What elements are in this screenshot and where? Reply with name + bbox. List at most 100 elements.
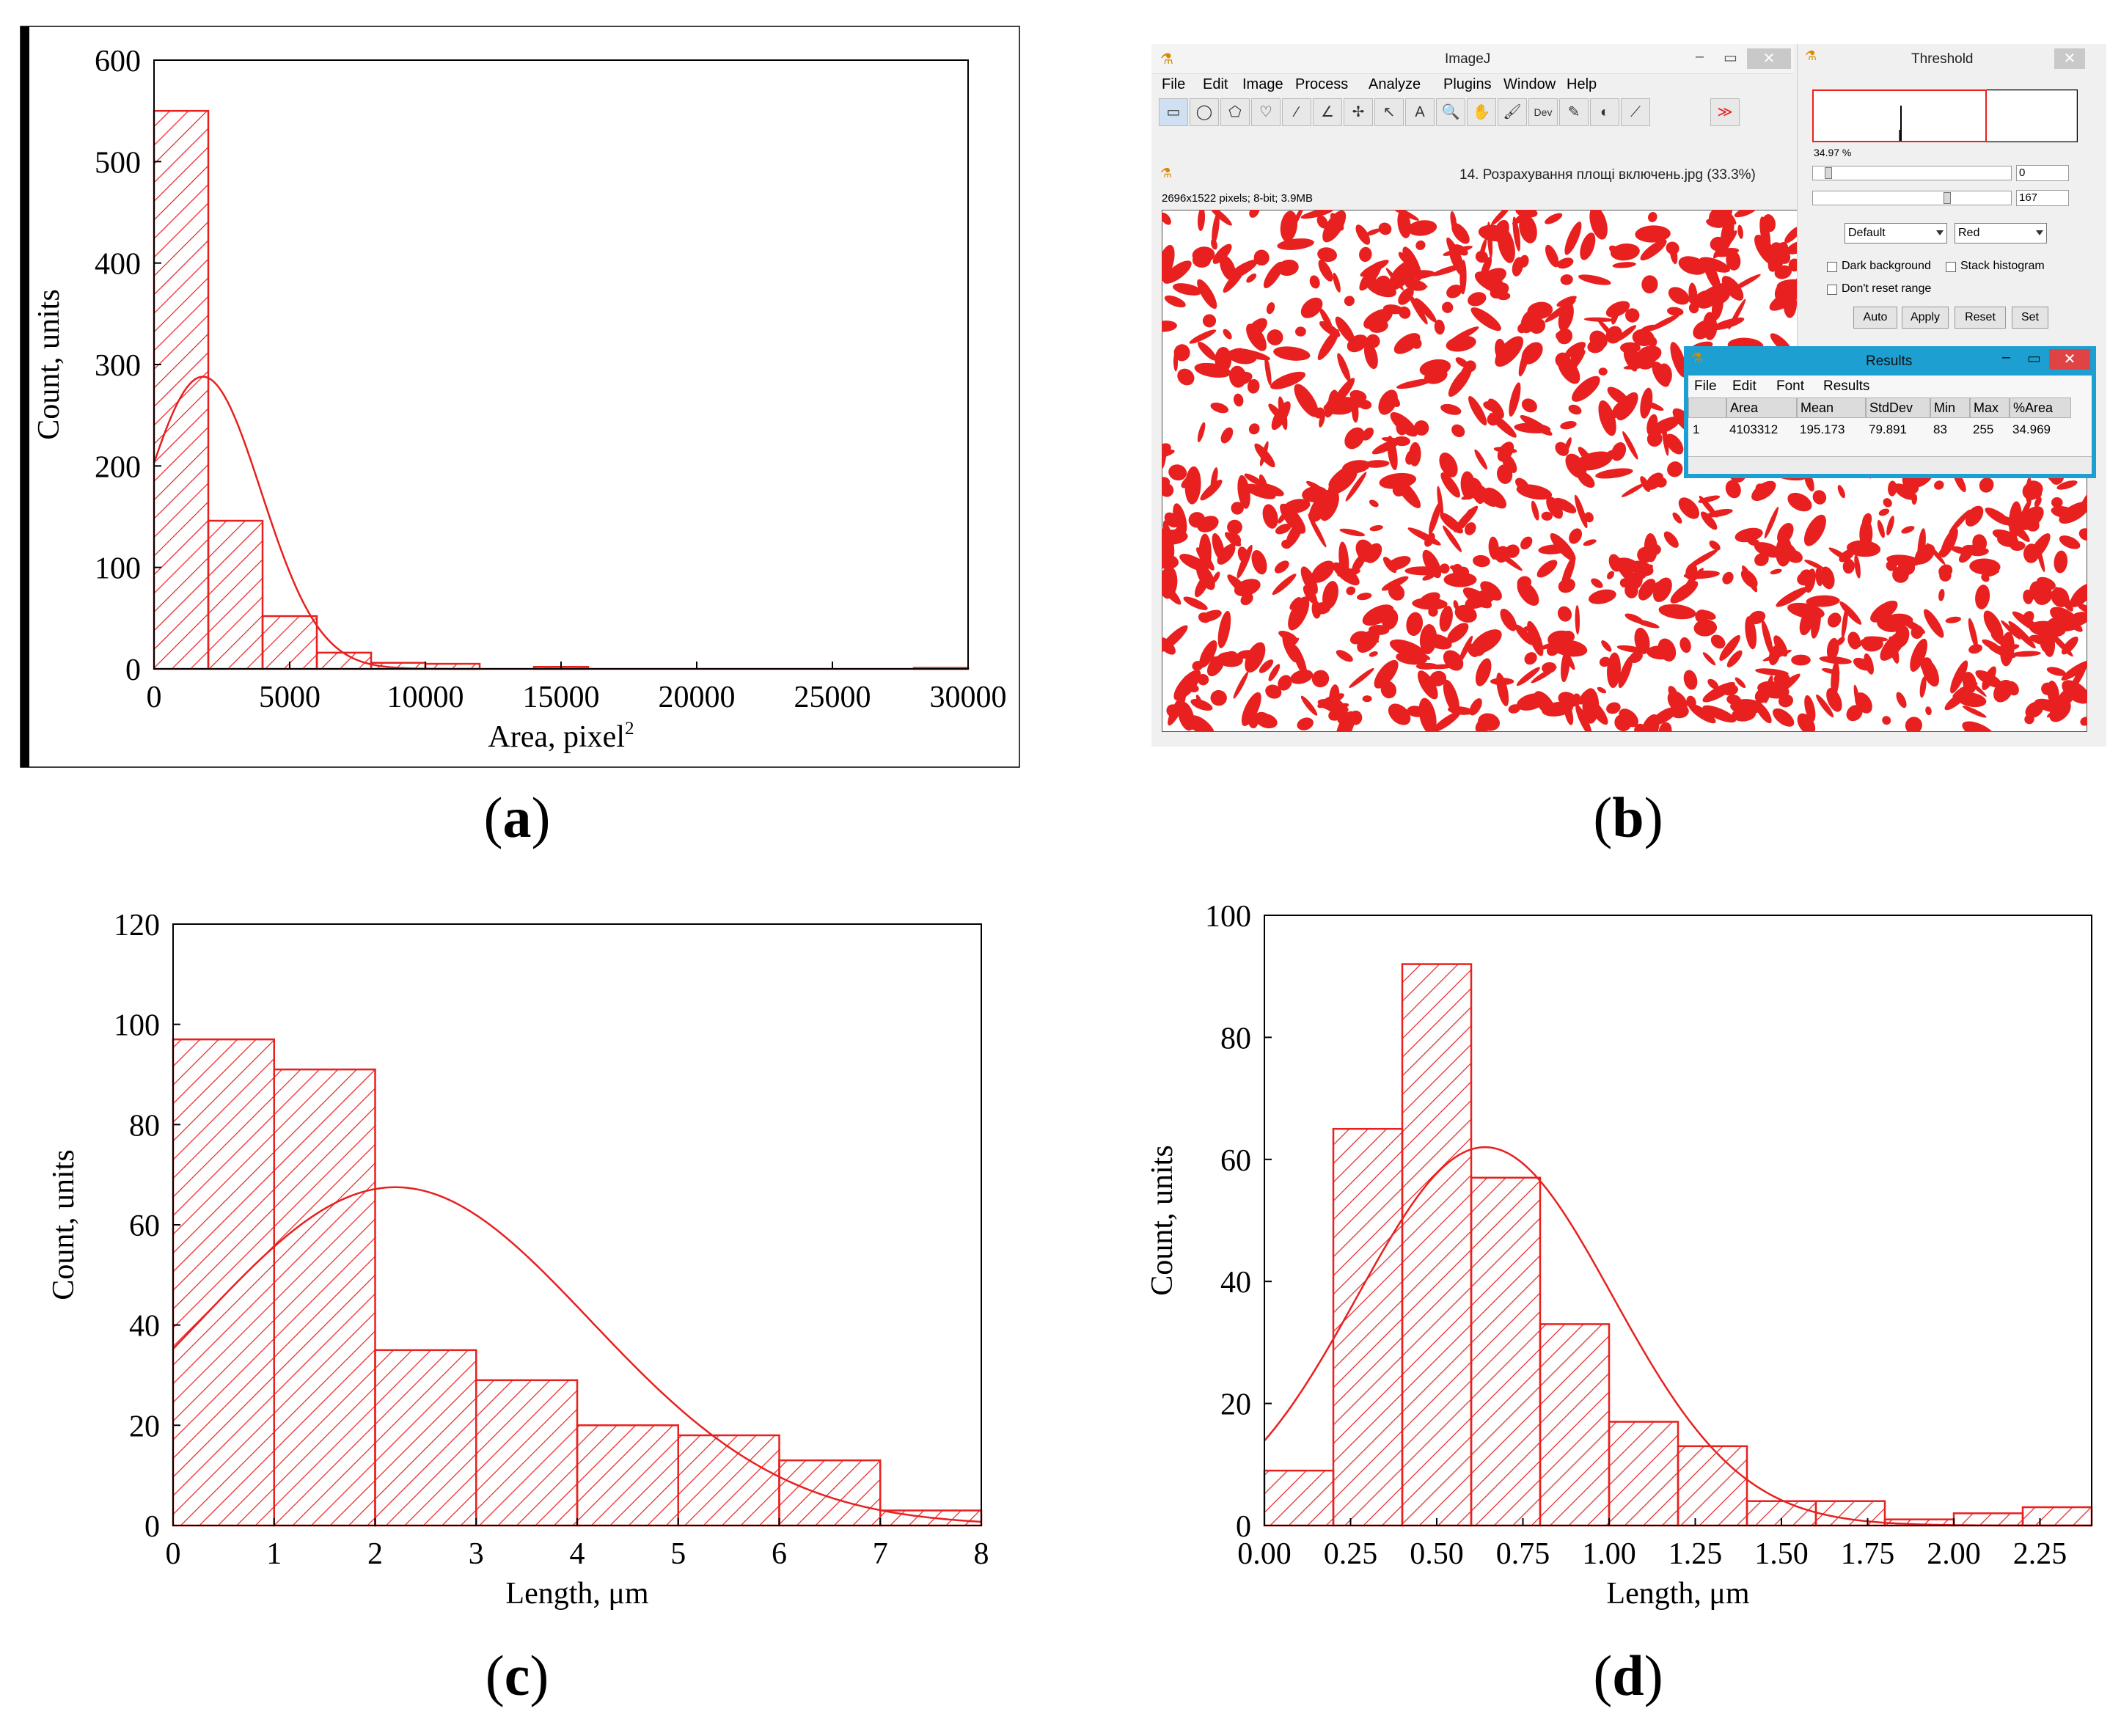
image-window-title: 14. Розрахування площі включень.jpg (33.…: [1459, 167, 1756, 183]
y-axis-label: Count, units: [32, 289, 66, 439]
x-tick-label: 5: [670, 1537, 686, 1571]
histogram-bar: [273, 1068, 376, 1527]
histogram-bar: [1470, 1176, 1542, 1527]
maximize-icon[interactable]: ▭: [1723, 50, 1737, 66]
plot-area: [1264, 915, 2092, 1526]
min-threshold-slider[interactable]: [1812, 166, 2012, 180]
results-minimize-icon[interactable]: ‒: [2002, 349, 2011, 365]
results-title: Results: [1866, 354, 1913, 369]
toolbar-tool-icon[interactable]: ✢: [1344, 98, 1373, 126]
threshold-mode-select[interactable]: Red: [1955, 223, 2047, 243]
imagej-title: ImageJ: [1445, 51, 1491, 67]
plot-area: [153, 59, 969, 670]
menu-file[interactable]: File: [1162, 76, 1186, 92]
toolbar-tool-icon[interactable]: 🖌: [1498, 98, 1527, 126]
threshold-close-icon[interactable]: ✕: [2054, 48, 2085, 69]
toolbar-tool-icon[interactable]: ∕: [1282, 98, 1311, 126]
histogram-bar: [172, 1038, 275, 1527]
min-threshold-field[interactable]: 0: [2016, 165, 2069, 181]
x-tick-label: 1.50: [1754, 1537, 1809, 1571]
toolbar-tool-icon[interactable]: ♡: [1251, 98, 1281, 126]
x-tick-label: 5000: [259, 681, 320, 714]
y-tick-label: 80: [129, 1109, 160, 1143]
results-menu-edit[interactable]: Edit: [1732, 378, 1756, 394]
toolbar-tool-icon[interactable]: ◐: [1590, 98, 1619, 126]
y-tick-label: 60: [129, 1209, 160, 1243]
menu-window[interactable]: Window: [1503, 76, 1556, 92]
results-data-row[interactable]: 1 4103312 195.173 79.891 83 255 34.969: [1688, 420, 2092, 442]
results-column-header[interactable]: Area: [1726, 398, 1797, 418]
set-button[interactable]: Set: [2012, 307, 2048, 329]
toolbar-tool-icon[interactable]: Dev: [1528, 98, 1558, 126]
results-column-header[interactable]: [1688, 398, 1726, 418]
menu-plugins[interactable]: Plugins: [1443, 76, 1492, 92]
toolbar-tool-icon[interactable]: ◯: [1190, 98, 1219, 126]
chevron-down-icon: [1936, 230, 1944, 235]
minimize-icon[interactable]: ‒: [1696, 48, 1704, 65]
dark-background-checkbox[interactable]: [1827, 262, 1837, 272]
image-window-title-bar: ⚗ 14. Розрахування площі включень.jpg (3…: [1151, 163, 1794, 185]
toolbar-tool-icon[interactable]: ⬠: [1220, 98, 1250, 126]
results-column-header[interactable]: StdDev: [1866, 398, 1930, 418]
max-threshold-field[interactable]: 167: [2016, 190, 2069, 206]
threshold-title: Threshold: [1911, 51, 1974, 67]
close-icon[interactable]: ✕: [1747, 48, 1791, 69]
label-d: (d): [1593, 1644, 1663, 1707]
fit-curve: [172, 1186, 982, 1523]
menu-help[interactable]: Help: [1567, 76, 1597, 92]
results-logo-icon: ⚗: [1691, 351, 1704, 365]
toolbar-tool-icon[interactable]: ▭: [1159, 98, 1188, 126]
dont-reset-range-checkbox[interactable]: [1827, 285, 1837, 295]
histogram-bar: [778, 1459, 882, 1527]
apply-button[interactable]: Apply: [1902, 307, 1949, 329]
toolbar-tool-icon[interactable]: ↖: [1374, 98, 1404, 126]
results-column-header[interactable]: Mean: [1797, 398, 1866, 418]
histogram-bar: [576, 1424, 679, 1527]
x-tick-label: 2: [367, 1537, 383, 1571]
y-tick-label: 0: [144, 1510, 160, 1544]
toolbar-tool-icon[interactable]: ∠: [1313, 98, 1342, 126]
histogram-bar: [1539, 1323, 1611, 1527]
x-tick-label: 1: [266, 1537, 282, 1571]
results-horizontal-scrollbar[interactable]: [1688, 456, 2092, 473]
toolbar-tool-icon[interactable]: A: [1405, 98, 1435, 126]
y-tick-label: 0: [1236, 1510, 1251, 1544]
toolbar-tool-icon[interactable]: 🔍: [1436, 98, 1465, 126]
histogram-bar: [1608, 1421, 1679, 1527]
threshold-logo-icon: ⚗: [1805, 48, 1817, 63]
stack-histogram-checkbox[interactable]: [1946, 262, 1956, 272]
results-column-header[interactable]: Min: [1930, 398, 1970, 418]
results-menu-results[interactable]: Results: [1823, 378, 1870, 394]
results-column-header[interactable]: Max: [1970, 398, 2010, 418]
threshold-method-select[interactable]: Default: [1845, 223, 1947, 243]
x-tick-label: 0.75: [1496, 1537, 1550, 1571]
toolbar-tool-icon[interactable]: ⟋: [1621, 98, 1650, 126]
results-menu-file[interactable]: File: [1694, 378, 1717, 394]
toolbar-tool-icon[interactable]: ≫: [1710, 98, 1740, 126]
results-menu-font[interactable]: Font: [1776, 378, 1805, 394]
menu-edit[interactable]: Edit: [1203, 76, 1228, 92]
x-tick-label: 1.25: [1668, 1537, 1723, 1571]
results-column-header[interactable]: %Area: [2010, 398, 2071, 418]
toolbar-tool-icon[interactable]: ✋: [1467, 98, 1496, 126]
toolbar-tool-icon[interactable]: ✎: [1559, 98, 1589, 126]
results-maximize-icon[interactable]: ▭: [2027, 351, 2041, 367]
x-tick-label: 15000: [523, 681, 600, 714]
y-tick-label: 100: [114, 1009, 160, 1043]
auto-button[interactable]: Auto: [1853, 307, 1897, 329]
menu-process[interactable]: Process: [1295, 76, 1349, 92]
reset-button[interactable]: Reset: [1955, 307, 2006, 329]
x-tick-label: 0.00: [1237, 1537, 1292, 1571]
y-tick-label: 600: [95, 45, 141, 78]
max-threshold-slider[interactable]: [1812, 191, 2012, 205]
chevron-down-icon: [2036, 230, 2043, 235]
menu-analyze[interactable]: Analyze: [1369, 76, 1421, 92]
results-header-row: Area Mean StdDev Min Max %Area: [1688, 398, 2092, 418]
results-cell: 195.173: [1800, 422, 1845, 436]
x-tick-label: 8: [974, 1537, 989, 1571]
threshold-histogram: [1812, 89, 2078, 142]
menu-image[interactable]: Image: [1242, 76, 1283, 92]
threshold-method-value: Default: [1848, 227, 1886, 239]
results-cell: 255: [1973, 422, 1994, 436]
results-close-icon[interactable]: ✕: [2049, 349, 2090, 370]
